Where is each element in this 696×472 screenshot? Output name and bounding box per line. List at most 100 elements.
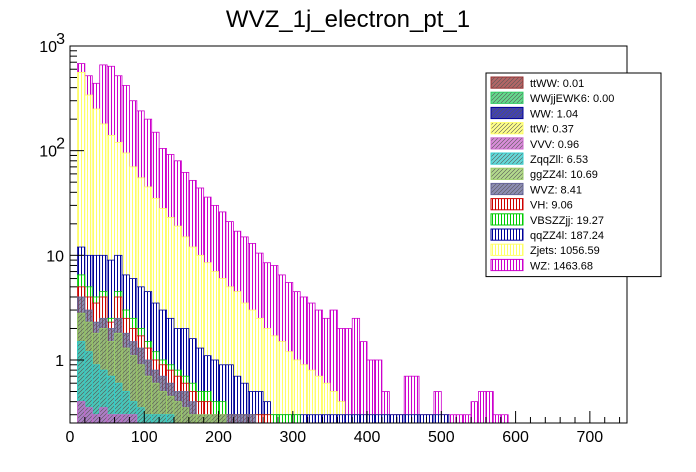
legend-label: WWjjEWK6: 0.00 — [530, 93, 614, 105]
legend-swatch — [490, 243, 524, 256]
bar-Zjets-29 — [292, 359, 301, 424]
bar-VVV-2 — [91, 414, 101, 424]
legend-label: VH: 9.06 — [530, 200, 573, 212]
legend-entry-VH: VH: 9.06 — [490, 198, 573, 212]
bar-qqZZ4l-37 — [351, 414, 361, 424]
bar-qqZZ4l-43 — [396, 414, 405, 424]
x-tick-label: 400 — [354, 429, 381, 446]
bar-ggZZ4l-14 — [180, 407, 190, 424]
legend-swatch — [490, 91, 524, 104]
bar-WVZ-23 — [247, 414, 257, 424]
bar-VVV-6 — [121, 414, 130, 424]
legend-swatch — [490, 182, 524, 196]
bar-ZqqZll-8 — [136, 407, 145, 424]
bar-ggZZ4l-17 — [203, 414, 212, 424]
bar-VBSZZjj-26 — [270, 414, 279, 424]
y-tick-label: 1 — [55, 353, 64, 370]
bar-WZ-52 — [463, 414, 472, 424]
legend-label: ZqqZll: 6.53 — [530, 154, 588, 166]
bar-ggZZ4l-19 — [218, 414, 227, 424]
legend-label: VVV: 0.96 — [530, 139, 579, 151]
legend-swatch — [490, 258, 524, 272]
bar-ZqqZll-2 — [91, 364, 101, 424]
bar-WZ-55 — [485, 391, 494, 424]
bar-qqZZ4l-49 — [440, 414, 450, 424]
x-tick-label: 700 — [577, 429, 604, 446]
bar-Zjets-30 — [299, 364, 309, 424]
legend-label: ttW: 0.37 — [530, 124, 574, 136]
bar-WZ-37 — [351, 317, 361, 424]
legend-entry-VVV: VVV: 0.96 — [490, 137, 579, 151]
y-tick-label: 10 — [39, 39, 57, 56]
bar-qqZZ4l-41 — [381, 414, 390, 424]
bar-WZ-39 — [366, 359, 375, 424]
bar-qqZZ4l-39 — [366, 414, 375, 424]
bar-WZ-51 — [455, 414, 465, 424]
legend-entry-ttW: ttW: 0.37 — [490, 122, 574, 136]
legend: ttWW: 0.01 WWjjEWK6: 0.00 WW: 1.04 ttW: 0.3… — [485, 72, 662, 278]
bar-qqZZ4l-34 — [329, 414, 338, 424]
bar-Zjets-27 — [277, 341, 286, 424]
bar-qqZZ4l-30 — [299, 414, 309, 424]
bar-Zjets-28 — [284, 351, 294, 424]
legend-swatch — [490, 76, 524, 89]
legend-swatch — [490, 213, 524, 226]
bar-qqZZ4l-40 — [374, 414, 383, 424]
legend-swatch — [490, 228, 524, 241]
x-tick-label: 200 — [205, 429, 232, 446]
legend-entry-WW: WW: 1.04 — [490, 106, 578, 120]
bar-WZ-40 — [374, 359, 383, 424]
legend-entry-qqZZ4l: qqZZ4l: 187.24 — [490, 228, 604, 242]
legend-entry-ZqqZll: ZqqZll: 6.53 — [490, 152, 588, 166]
bar-Zjets-26 — [270, 335, 279, 424]
bar-WZ-53 — [470, 401, 479, 424]
bar-VVV-4 — [106, 414, 115, 424]
legend-entry-WVZ: WVZ: 8.41 — [490, 182, 582, 196]
legend-swatch — [490, 106, 524, 120]
bar-VVV-0 — [77, 401, 86, 424]
x-tick-label: 300 — [279, 429, 306, 446]
legend-entry-Zjets: Zjets: 1056.59 — [490, 243, 600, 257]
legend-swatch — [490, 167, 524, 180]
bar-qqZZ4l-47 — [426, 414, 435, 424]
bar-WVZ-21 — [232, 414, 242, 424]
bar-VBSZZjj-29 — [292, 414, 301, 424]
bar-ggZZ4l-15 — [188, 414, 197, 424]
y-tick-exponent: 3 — [56, 31, 65, 48]
bar-ggZZ4l-13 — [173, 401, 182, 424]
bar-qqZZ4l-42 — [388, 414, 398, 424]
bar-qqZZ4l-38 — [359, 414, 368, 424]
bar-WZ-38 — [359, 341, 368, 424]
legend-label: ggZZ4l: 10.69 — [530, 169, 598, 181]
legend-entry-ttWW: ttWW: 0.01 — [490, 76, 584, 90]
legend-swatch — [490, 152, 524, 165]
series-ZqqZll — [77, 341, 175, 424]
legend-label: WVZ: 8.41 — [530, 184, 582, 196]
legend-label: WW: 1.04 — [530, 108, 578, 120]
bar-ggZZ4l-18 — [210, 414, 219, 424]
legend-label: WZ: 1463.68 — [530, 260, 593, 272]
bar-WZ-50 — [448, 414, 457, 424]
bar-VH-25 — [262, 414, 271, 424]
y-tick-exponent: 2 — [56, 136, 65, 153]
bar-VH-24 — [255, 414, 264, 424]
legend-swatch — [490, 198, 524, 211]
bar-ZqqZll-12 — [166, 414, 175, 424]
bar-qqZZ4l-20 — [225, 364, 234, 424]
bar-ZqqZll-9 — [143, 414, 153, 424]
bar-VVV-3 — [99, 407, 108, 424]
legend-swatch — [490, 122, 524, 135]
bar-ZqqZll-11 — [158, 414, 167, 424]
bar-qqZZ4l-32 — [314, 414, 323, 424]
series-VVV — [77, 401, 138, 424]
bar-qqZZ4l-46 — [418, 414, 427, 424]
legend-label: Zjets: 1056.59 — [530, 245, 600, 257]
bar-VVV-7 — [129, 414, 138, 424]
legend-swatch — [490, 137, 524, 150]
bar-qqZZ4l-45 — [411, 414, 420, 424]
bar-WVZ-20 — [225, 414, 234, 424]
bar-qqZZ4l-35 — [336, 414, 346, 424]
bar-VBSZZjj-27 — [277, 414, 286, 424]
bar-qqZZ4l-48 — [433, 414, 442, 424]
